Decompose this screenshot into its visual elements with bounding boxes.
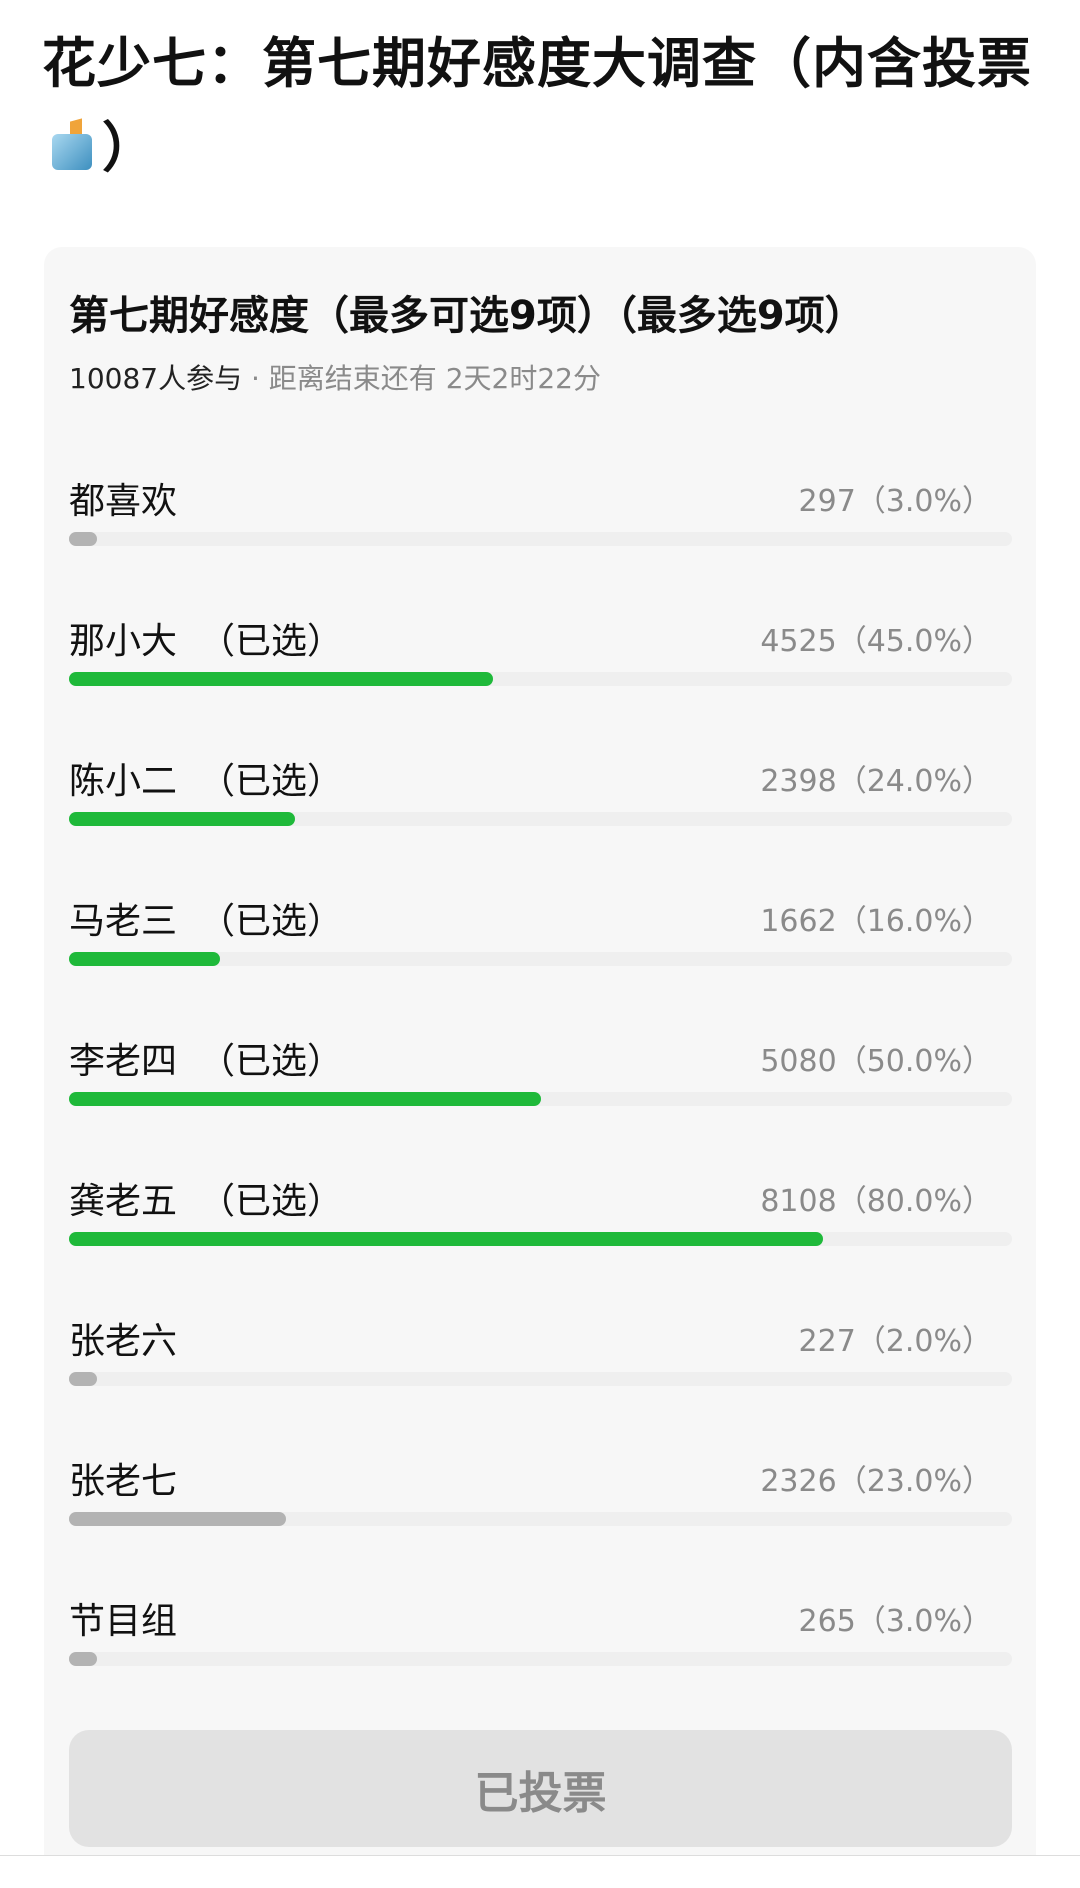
option-progress-fill [69,672,494,686]
option-progress-fill [69,952,220,966]
post-title-end: ） [102,116,157,179]
option-label: 那小大 （已选） [69,612,343,664]
ballot-box-icon [46,118,98,172]
voted-button[interactable]: 已投票 [69,1730,1012,1847]
option-label: 张老六 [69,1312,177,1364]
option-label: 马老三 （已选） [69,892,343,944]
poll-option[interactable]: 都喜欢 297（3.0%） [69,472,1012,612]
option-name: 都喜欢 [69,481,178,522]
option-label: 陈小二 （已选） [69,752,343,804]
option-name: 龚老五 [69,1181,178,1222]
option-progress-fill [69,1512,286,1526]
selected-tag: （已选） [199,621,344,662]
option-progress-fill [69,1652,98,1666]
option-progress-fill [69,812,296,826]
option-votes: 5080（50.0%） [760,1044,992,1079]
option-label: 都喜欢 [69,472,177,524]
selected-tag: （已选） [199,901,344,942]
poll-option[interactable]: 张老六 227（2.0%） [69,1312,1012,1452]
poll-option[interactable]: 龚老五 （已选） 8108（80.0%） [69,1172,1012,1312]
option-progress-fill [69,532,98,546]
option-progress-track [69,1232,1012,1246]
poll-option[interactable]: 李老四 （已选） 5080（50.0%） [69,1032,1012,1172]
option-votes: 227（2.0%） [798,1324,992,1359]
option-votes: 265（3.0%） [798,1604,992,1639]
poll-option[interactable]: 陈小二 （已选） 2398（24.0%） [69,752,1012,892]
poll-option[interactable]: 张老七 2326（23.0%） [69,1452,1012,1592]
selected-tag: （已选） [199,1041,344,1082]
option-progress-fill [69,1372,97,1386]
poll-option[interactable]: 马老三 （已选） 1662（16.0%） [69,892,1012,1032]
option-votes: 4525（45.0%） [760,624,992,659]
option-name: 陈小二 [69,761,178,802]
selected-tag: （已选） [199,1181,344,1222]
option-name: 那小大 [69,621,178,662]
option-votes: 2326（23.0%） [760,1464,992,1499]
option-progress-track [69,812,1012,826]
option-progress-track [69,1372,1012,1386]
separator: · [250,362,260,395]
option-progress-track [69,532,1012,546]
option-label: 张老七 [69,1452,177,1504]
selected-tag: （已选） [199,761,344,802]
option-votes: 1662（16.0%） [760,904,992,939]
poll-option[interactable]: 节目组 265（3.0%） [69,1592,1012,1732]
post-title: 花少七：第七期好感度大调查（内含投票 ） [42,22,1052,190]
option-progress-track [69,1652,1012,1666]
participant-count: 10087人参与 [69,362,243,395]
option-name: 张老七 [69,1461,178,1502]
bottom-bar [0,1855,1080,1888]
option-label: 节目组 [69,1592,177,1644]
option-progress-track [69,672,1012,686]
option-votes: 2398（24.0%） [760,764,992,799]
poll-option[interactable]: 那小大 （已选） 4525（45.0%） [69,612,1012,752]
option-name: 张老六 [69,1321,178,1362]
option-progress-fill [69,1092,541,1106]
option-name: 马老三 [69,901,178,942]
poll-title: 第七期好感度（最多可选9项）（最多选9项） [69,293,865,339]
option-votes: 8108（80.0%） [760,1184,992,1219]
poll-card: 第七期好感度（最多可选9项）（最多选9项） 10087人参与 · 距离结束还有 … [44,247,1036,1887]
option-progress-track [69,1512,1012,1526]
option-progress-track [69,952,1012,966]
post-title-text: 花少七：第七期好感度大调查（内含投票 [42,32,1032,95]
option-progress-track [69,1092,1012,1106]
option-votes: 297（3.0%） [798,484,992,519]
option-name: 李老四 [69,1041,178,1082]
option-name: 节目组 [69,1601,178,1642]
time-left: 距离结束还有 2天2时22分 [268,362,601,395]
option-label: 龚老五 （已选） [69,1172,343,1224]
option-label: 李老四 （已选） [69,1032,343,1084]
poll-meta: 10087人参与 · 距离结束还有 2天2时22分 [69,357,601,397]
option-progress-fill [69,1232,824,1246]
